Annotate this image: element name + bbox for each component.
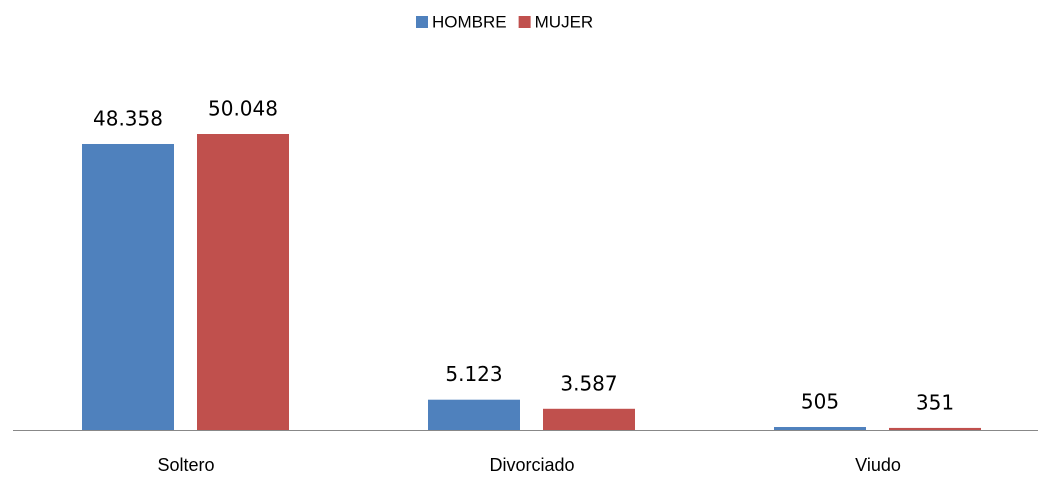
x-tick-label: Viudo: [855, 455, 901, 475]
bar: [82, 143, 174, 430]
value-label: 5.123: [445, 362, 502, 386]
legend-swatch: [518, 16, 531, 28]
x-tick-label: Soltero: [157, 455, 214, 475]
bar: [543, 408, 635, 430]
bar: [428, 399, 520, 430]
bar: [889, 427, 981, 430]
legend-swatch: [416, 16, 428, 28]
bar: [197, 134, 289, 430]
legend-label: HOMBRE: [432, 12, 507, 31]
value-label: 50.048: [208, 97, 278, 121]
x-tick-label: Divorciado: [489, 455, 574, 475]
value-label: 48.358: [93, 106, 163, 130]
value-label: 505: [801, 390, 839, 414]
value-label: 3.587: [560, 371, 617, 395]
legend-label: MUJER: [535, 12, 594, 31]
bar: [774, 427, 866, 430]
value-label: 351: [916, 390, 954, 414]
